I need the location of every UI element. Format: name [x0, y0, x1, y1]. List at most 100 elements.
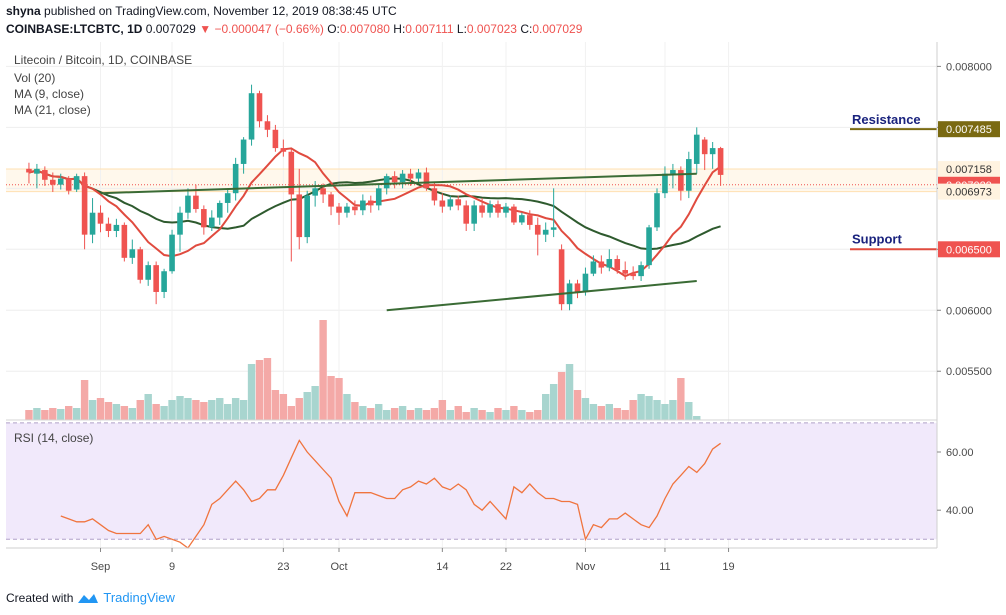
candle-body: [105, 223, 112, 231]
volume-bar: [581, 398, 590, 420]
candle-body: [224, 193, 231, 203]
candle-body: [89, 212, 96, 235]
price-chart[interactable]: 0.0080000.0075000.0070000.0065000.006000…: [0, 0, 1006, 590]
legend-entry: MA (9, close): [14, 87, 84, 101]
rsi-pane: [6, 419, 937, 549]
chart-header: shyna published on TradingView.com, Nove…: [0, 0, 1006, 42]
volume-bar: [367, 408, 375, 420]
rsi-band: [6, 422, 937, 540]
legend-entry: MA (21, close): [14, 103, 91, 117]
candle-body: [280, 148, 287, 152]
main-pane-background: [6, 42, 937, 420]
close-label: C:: [520, 22, 533, 36]
tradingview-brand[interactable]: TradingView: [103, 590, 175, 605]
publication-info: published on TradingView.com, November 1…: [44, 4, 397, 18]
high-label: H:: [393, 22, 406, 36]
volume-bar: [255, 360, 264, 420]
candle-body: [65, 178, 72, 191]
candle-body: [503, 206, 509, 213]
close-value: 0.007029: [532, 22, 583, 36]
trendline: [100, 172, 697, 195]
time-tick-label: Nov: [576, 561, 596, 573]
volume-bar: [510, 406, 518, 420]
volume-bar: [200, 402, 208, 420]
volume-bar: [605, 404, 613, 420]
time-tick-label: 22: [500, 561, 512, 573]
ma-21-line: [28, 169, 721, 251]
volume-bar: [128, 408, 136, 420]
candle-body: [248, 93, 255, 140]
volume-bar: [57, 409, 65, 420]
volume-bar: [693, 416, 701, 420]
candle-body: [360, 200, 366, 211]
price-badge-label: 0.006973: [946, 187, 992, 199]
rsi-line: [60, 439, 721, 549]
volume-bar: [589, 404, 598, 420]
price-badge-label: 0.007158: [946, 164, 992, 176]
candle-body: [328, 194, 334, 207]
volume-bar: [80, 380, 89, 420]
candle-body: [256, 93, 263, 122]
volume-bar: [653, 400, 661, 420]
volume-bar: [446, 410, 454, 420]
volume-bar: [526, 412, 534, 420]
candle-body: [678, 170, 684, 191]
volume-bar: [88, 400, 97, 420]
volume-bar: [271, 390, 280, 420]
candle-body: [495, 204, 501, 213]
volume-bar: [685, 402, 693, 420]
candle-body: [383, 176, 390, 189]
volume-bar: [224, 404, 232, 420]
time-tick-label: 23: [277, 561, 289, 573]
publication-line: shyna published on TradingView.com, Nove…: [6, 4, 397, 18]
candle-body: [447, 199, 454, 207]
volume-bar: [557, 372, 566, 420]
candle-body: [81, 176, 88, 235]
candle-body: [439, 200, 446, 207]
candle-body: [622, 270, 628, 274]
ma-9-line: [28, 147, 722, 278]
last-price: 0.007029: [145, 22, 196, 36]
candle-body: [423, 172, 430, 189]
candle-body: [415, 172, 422, 179]
candle-body: [431, 188, 438, 201]
volume-bar: [335, 378, 343, 420]
volume-bar: [398, 406, 407, 420]
legend-entry: Vol (20): [14, 71, 55, 85]
author-name[interactable]: shyna: [6, 4, 41, 18]
volume-bar: [351, 402, 359, 420]
volume-bar: [637, 394, 645, 420]
candle-body: [73, 176, 80, 190]
volume-bar: [152, 404, 160, 420]
candle-body: [232, 163, 239, 194]
volume-bar: [454, 406, 462, 420]
rsi-title: RSI (14, close): [14, 431, 93, 445]
candle-body: [606, 259, 613, 268]
volume-bar: [231, 398, 240, 420]
volume-bar: [239, 400, 248, 420]
volume-bar: [208, 400, 216, 420]
high-value: 0.007111: [405, 22, 454, 36]
price-badge: [938, 183, 1000, 200]
volume-bar: [144, 394, 152, 420]
volume-bar: [311, 386, 319, 420]
volume-bar: [669, 400, 677, 420]
candle-body: [296, 194, 303, 238]
candle-body: [590, 261, 597, 274]
volume-bar: [327, 376, 335, 420]
price-tick-label: 0.006000: [946, 305, 992, 317]
support-label: Support: [852, 231, 902, 246]
candle-body: [352, 206, 358, 211]
time-tick-label: 19: [722, 561, 734, 573]
volume-bar: [343, 394, 351, 420]
candle-body: [185, 195, 191, 213]
candle-body: [57, 178, 64, 185]
price-badge: [938, 121, 1000, 138]
volume-bar: [176, 396, 184, 420]
volume-bar: [168, 400, 176, 420]
volume-bar: [104, 402, 113, 420]
volume-bar: [184, 398, 192, 420]
created-with-text: Created with: [6, 590, 74, 605]
volume-bar: [486, 412, 494, 420]
low-value: 0.007023: [466, 22, 517, 36]
